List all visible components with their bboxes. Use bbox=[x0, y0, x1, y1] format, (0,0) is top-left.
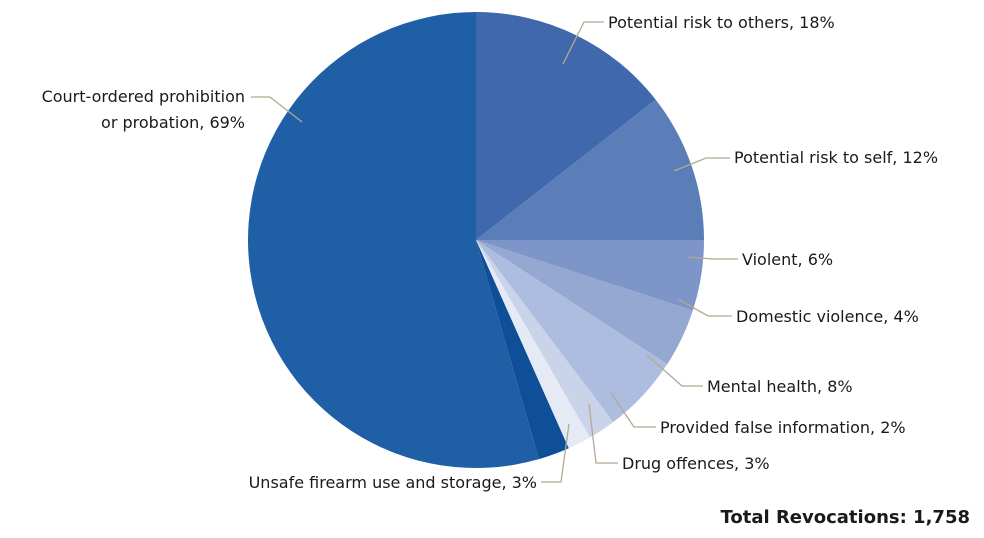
pie-slice-court-ordered-prohibition-or-probation bbox=[248, 12, 539, 468]
slice-label-potential-risk-to-others: Potential risk to others, 18% bbox=[608, 13, 835, 32]
leader-line-drug-offences bbox=[588, 403, 618, 464]
leader-line-mental-health bbox=[646, 354, 703, 387]
leader-line-potential-risk-to-others bbox=[562, 21, 604, 65]
pie-slice-domestic-violence bbox=[476, 240, 693, 365]
slice-label-violent: Violent, 6% bbox=[742, 250, 833, 269]
leader-line-violent bbox=[688, 256, 738, 260]
slice-labels: Potential risk to others, 18% Potential r… bbox=[42, 13, 938, 492]
pie-slice-violent bbox=[476, 240, 704, 311]
slice-label-drug-offences: Drug offences, 3% bbox=[622, 454, 770, 473]
pie-slice-drug-offences bbox=[476, 240, 590, 449]
leader-lines bbox=[251, 21, 738, 483]
slice-label-mental-health: Mental health, 8% bbox=[707, 377, 853, 396]
total-revocations-label: Total Revocations: 1,758 bbox=[720, 507, 971, 528]
leader-line-domestic-violence bbox=[677, 298, 732, 317]
pie-slice-mental-health bbox=[476, 240, 668, 423]
leader-line-unsafe-firearm-use-and-storage bbox=[541, 423, 570, 483]
pie-slices bbox=[248, 11, 705, 468]
slice-label-provided-false-information: Provided false information, 2% bbox=[660, 418, 906, 437]
pie-slice-potential-risk-to-others bbox=[476, 11, 656, 240]
leader-line-court-ordered-prohibition-or-probation bbox=[251, 96, 303, 123]
pie-slice-provided-false-information bbox=[476, 240, 614, 438]
pie-slice-unsafe-firearm-use-and-storage bbox=[476, 240, 569, 460]
pie-slice-potential-risk-to-self bbox=[476, 99, 705, 240]
slice-label-potential-risk-to-self: Potential risk to self, 12% bbox=[734, 148, 938, 167]
slice-label-domestic-violence: Domestic violence, 4% bbox=[736, 307, 919, 326]
leader-line-provided-false-information bbox=[610, 392, 656, 428]
slice-label-court-ordered-prohibition-or-probation: Court-ordered prohibition or probation, 6… bbox=[42, 87, 245, 132]
slice-label-unsafe-firearm-use-and-storage: Unsafe firearm use and storage, 3% bbox=[249, 473, 537, 492]
leader-line-potential-risk-to-self bbox=[673, 157, 730, 172]
